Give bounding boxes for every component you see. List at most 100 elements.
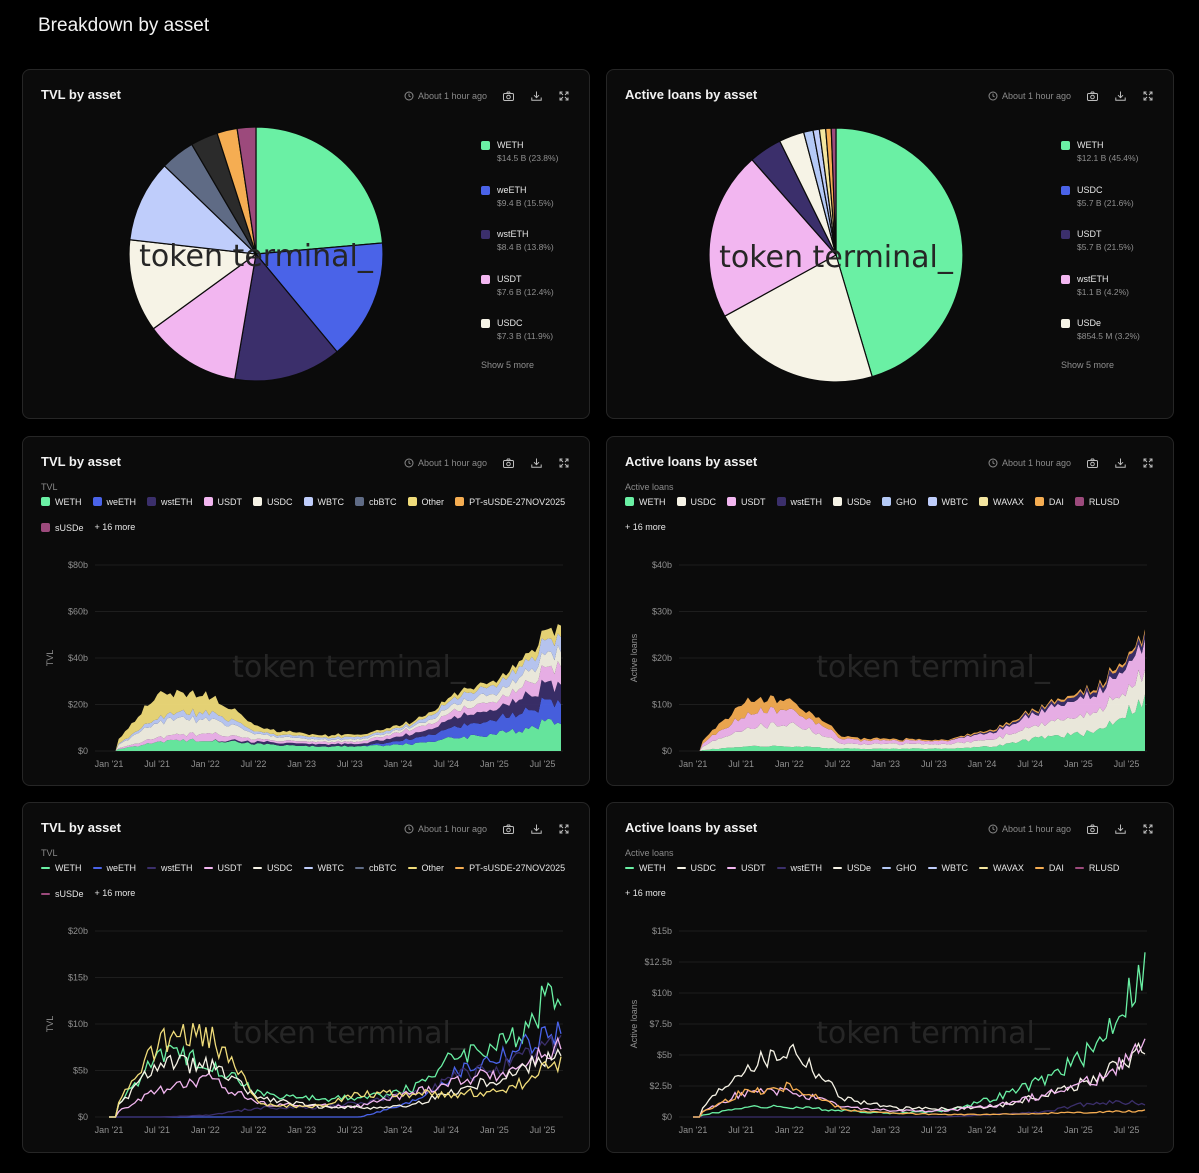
expand-button[interactable]: [1141, 456, 1155, 470]
area-series-usdt[interactable]: [109, 661, 561, 751]
legend-item-susde[interactable]: sUSDe: [41, 888, 84, 899]
pie-slice-susde[interactable]: [236, 126, 257, 255]
legend-item-wsteth[interactable]: wstETH $8.4 B (13.8%): [481, 229, 581, 274]
camera-button[interactable]: [501, 456, 515, 470]
legend-item-pt-susde-27nov2025[interactable]: PT-sUSDE-27NOV2025: [455, 496, 565, 507]
line-series-usdt[interactable]: [109, 1036, 562, 1118]
line-series-weth[interactable]: [109, 981, 562, 1118]
legend-item-wbtc[interactable]: WBTC: [303, 862, 344, 873]
legend-item-usdt[interactable]: USDT: [203, 496, 242, 507]
legend-item-cbbtc[interactable]: cbBTC: [355, 496, 397, 507]
legend-item-weth[interactable]: WETH $12.1 B (45.4%): [1061, 140, 1161, 185]
download-button[interactable]: [529, 89, 543, 103]
legend-item-cbbtc[interactable]: cbBTC: [355, 862, 397, 873]
legend-item-usdt[interactable]: USDT $7.6 B (12.4%): [481, 274, 581, 319]
legend-item-usdc[interactable]: USDC: [253, 496, 293, 507]
legend-item-wavax[interactable]: WAVAX: [979, 496, 1024, 507]
legend-item-wsteth[interactable]: wstETH $1.1 B (4.2%): [1061, 274, 1161, 319]
show-more-button[interactable]: Show 5 more: [481, 359, 535, 370]
legend-item-wavax[interactable]: WAVAX: [979, 862, 1024, 873]
legend-item-weeth[interactable]: weETH: [92, 496, 136, 507]
camera-button[interactable]: [501, 822, 515, 836]
area-series-usdc[interactable]: [109, 645, 561, 751]
pie-slice-usdt[interactable]: [152, 252, 257, 380]
legend-more-button[interactable]: + 16 more: [94, 888, 136, 898]
download-button[interactable]: [529, 822, 543, 836]
legend-more-button[interactable]: + 16 more: [625, 888, 666, 898]
line-series-usdc[interactable]: [109, 1048, 562, 1118]
legend-item-usdc[interactable]: USDC: [676, 496, 716, 507]
legend-item-susde[interactable]: sUSDe: [41, 522, 84, 533]
line-series-dai[interactable]: [693, 1081, 1146, 1118]
legend-item-dai[interactable]: DAI: [1034, 496, 1064, 507]
pie-slice-usdc[interactable]: [723, 254, 873, 383]
expand-button[interactable]: [1141, 822, 1155, 836]
pie-slice-weeth[interactable]: [254, 242, 384, 353]
legend-item-wsteth[interactable]: wstETH: [776, 496, 822, 507]
legend-item-weeth[interactable]: weETH $9.4 B (15.5%): [481, 185, 581, 230]
pie-slice-weth[interactable]: [255, 126, 384, 255]
expand-button[interactable]: [557, 89, 571, 103]
legend-item-wsteth[interactable]: wstETH: [776, 862, 822, 873]
line-series-other[interactable]: [109, 1023, 562, 1118]
legend-item-wsteth[interactable]: wstETH: [147, 862, 193, 873]
legend-item-weth[interactable]: WETH: [625, 496, 666, 507]
download-button[interactable]: [1113, 822, 1127, 836]
legend-item-wbtc[interactable]: WBTC: [927, 496, 968, 507]
legend-item-gho[interactable]: GHO: [882, 862, 917, 873]
legend-item-usde[interactable]: USDe: [833, 862, 871, 873]
show-more-button[interactable]: Show 5 more: [1061, 359, 1115, 370]
area-series-usdc[interactable]: [693, 669, 1145, 752]
legend-item-wbtc[interactable]: WBTC: [303, 496, 344, 507]
legend-item-other[interactable]: Other: [407, 862, 444, 873]
legend-item-weth[interactable]: WETH: [41, 862, 82, 873]
line-series-wsteth[interactable]: [693, 1099, 1146, 1118]
pie-slice-usdc[interactable]: [128, 239, 258, 330]
legend-item-weeth[interactable]: weETH: [92, 862, 136, 873]
legend-item-rlusd[interactable]: RLUSD: [1074, 862, 1119, 873]
pie-slice-wbtc[interactable]: [129, 165, 258, 255]
area-series-wsteth[interactable]: [109, 679, 561, 751]
legend-item-weth[interactable]: WETH $14.5 B (23.8%): [481, 140, 581, 185]
legend-item-weth[interactable]: WETH: [625, 862, 666, 873]
expand-button[interactable]: [557, 456, 571, 470]
download-button[interactable]: [1113, 456, 1127, 470]
legend-item-usde[interactable]: USDe $854.5 M (3.2%): [1061, 318, 1161, 363]
legend-item-usdt[interactable]: USDT: [203, 862, 242, 873]
area-series-weeth[interactable]: [109, 697, 561, 752]
legend-item-usdt[interactable]: USDT: [727, 496, 766, 507]
pie-slice-usdt[interactable]: [708, 158, 837, 317]
camera-button[interactable]: [1085, 89, 1099, 103]
expand-button[interactable]: [1141, 89, 1155, 103]
area-series-usdt[interactable]: [693, 638, 1145, 751]
legend-more-button[interactable]: + 16 more: [94, 522, 136, 532]
legend-more-button[interactable]: + 16 more: [625, 522, 666, 532]
area-series-weth[interactable]: [693, 694, 1145, 751]
legend-item-usdt[interactable]: USDT: [727, 862, 766, 873]
legend-item-dai[interactable]: DAI: [1034, 862, 1064, 873]
legend-item-usdt[interactable]: USDT $5.7 B (21.5%): [1061, 229, 1161, 274]
legend-item-usdc[interactable]: USDC: [253, 862, 293, 873]
pie-slice-weth[interactable]: [835, 127, 964, 378]
area-series-wbtc[interactable]: [109, 633, 561, 751]
legend-item-weth[interactable]: WETH: [41, 496, 82, 507]
pie-slice-rlusd[interactable]: [830, 127, 837, 256]
legend-item-usdc[interactable]: USDC $5.7 B (21.6%): [1061, 185, 1161, 230]
line-series-weeth[interactable]: [109, 1021, 562, 1118]
download-button[interactable]: [529, 456, 543, 470]
legend-item-pt-susde-27nov2025[interactable]: PT-sUSDE-27NOV2025: [455, 862, 565, 873]
legend-item-usde[interactable]: USDe: [833, 496, 871, 507]
legend-item-usdc[interactable]: USDC $7.3 B (11.9%): [481, 318, 581, 363]
expand-button[interactable]: [557, 822, 571, 836]
area-series-weth[interactable]: [109, 718, 561, 751]
legend-item-gho[interactable]: GHO: [882, 496, 917, 507]
legend-item-wsteth[interactable]: wstETH: [147, 496, 193, 507]
camera-button[interactable]: [1085, 456, 1099, 470]
legend-item-other[interactable]: Other: [407, 496, 444, 507]
legend-item-rlusd[interactable]: RLUSD: [1074, 496, 1119, 507]
camera-button[interactable]: [501, 89, 515, 103]
legend-item-usdc[interactable]: USDC: [676, 862, 716, 873]
pie-slice-wsteth[interactable]: [234, 252, 338, 382]
download-button[interactable]: [1113, 89, 1127, 103]
legend-item-wbtc[interactable]: WBTC: [927, 862, 968, 873]
